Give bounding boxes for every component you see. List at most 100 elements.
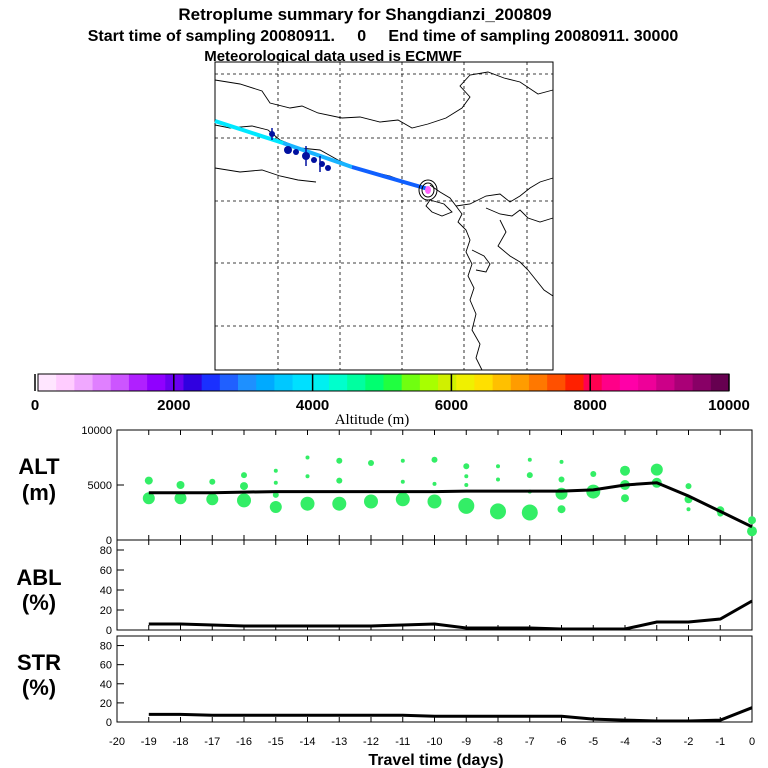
colorbar-swatch [456,374,475,391]
altitude-dot [336,457,343,464]
colorbar-swatch [656,374,675,391]
colorbar-swatch [365,374,384,391]
altitude-dot [368,460,374,466]
trajectory-segment-mid [282,141,353,169]
y-tick-label: 40 [100,679,112,691]
met-data-line: Meteorological data used is ECMWF [204,48,462,65]
colorbar-swatch [74,374,93,391]
x-axis-title: Travel time (days) [368,752,503,768]
altitude-dot [209,478,216,485]
colorbar-tick-label: 10000 [708,397,750,414]
colorbar-swatch [438,374,457,391]
altitude-dot [686,507,691,512]
abl-panel: 80 60 40 20 0 [100,539,753,637]
altitude-dot [464,474,469,479]
colorbar-swatch [38,374,57,391]
colorbar-swatch [238,374,257,391]
x-tick-label: -19 [141,736,157,748]
x-tick-label: -14 [300,736,316,748]
altitude-colorbar [37,373,730,392]
x-tick-label: 0 [749,736,755,748]
altitude-dot [526,472,533,479]
colorbar-swatch [256,374,275,391]
x-tick-label: -15 [268,736,284,748]
trajectory-cluster-markers [269,128,331,172]
altitude-dot [650,463,663,476]
x-tick-label: -16 [236,736,252,748]
sampling-time-line: Start time of sampling 20080911. 0 End t… [88,28,679,45]
altitude-dot [269,501,282,513]
trajectory-segment-recent [351,165,429,191]
x-tick-label: -10 [427,736,443,748]
x-tick-label: -11 [395,736,410,748]
x-tick-label: -9 [461,736,471,748]
mean-altitude-line [148,481,753,529]
str-panel-label: STR [17,650,61,675]
altitude-dot [336,477,343,484]
altitude-dot [273,468,278,473]
colorbar-swatch [92,374,112,391]
x-tick-label: -13 [331,736,347,748]
alt-panel-label: ALT [18,454,60,479]
altitude-dot [458,497,475,514]
colorbar-swatch [419,374,439,391]
colorbar-swatch [638,374,657,391]
y-tick-label: 10000 [81,425,112,437]
altitude-dot [400,458,405,463]
colorbar-swatch [328,374,348,391]
altitude-dot [496,464,500,469]
altitude-dot [432,481,437,486]
altitude-dot [240,482,248,491]
y-tick-label: 80 [100,545,112,557]
travel-time-axis: -20 -19 -18 -17 -16 -15 -14 -13 -12 -11 -10 -9 -8 -7-… [109,736,755,748]
x-tick-label: -2 [684,736,694,748]
altitude-dot [431,456,438,463]
colorbar-swatch [110,374,130,391]
alt-panel: 10000 5000 0 [81,425,757,547]
colorbar-swatch [56,374,75,391]
altitude-dot [144,476,153,485]
str-panel-unit: (%) [22,675,56,700]
colorbar-swatch [274,374,293,391]
colorbar-swatch [565,374,584,391]
y-tick-label: 40 [100,585,112,597]
x-tick-label: -20 [109,736,125,748]
colorbar-tick-label: 2000 [157,397,190,414]
colorbar-swatch [147,374,166,391]
altitude-dot [174,492,187,505]
altitude-dot [142,492,155,505]
altitude-dot [490,503,506,520]
abl-panel-unit: (%) [22,590,56,615]
y-tick-label: 80 [100,641,112,653]
colorbar-swatch [383,374,403,391]
x-tick-label: -12 [363,736,379,748]
altitude-dot [305,455,310,460]
altitude-dot [496,477,500,482]
x-tick-label: -3 [652,736,662,748]
altitude-dot [300,496,315,511]
altitude-dot [590,471,597,477]
colorbar-swatch [201,374,221,391]
map-frame [214,61,554,371]
altitude-dot [586,484,601,499]
trajectory-map [214,61,554,371]
colorbar-swatch [347,374,366,391]
x-tick-label: -17 [204,736,220,748]
x-tick-label: -8 [493,736,503,748]
colorbar-swatch [710,374,730,391]
colorbar-tick-label: 6000 [435,397,468,414]
str-fraction-line [148,706,753,723]
altitude-dot [621,494,629,503]
x-tick-label: -5 [588,736,598,748]
y-tick-label: 20 [100,605,112,617]
x-tick-label: -7 [525,736,535,748]
altitude-dot [558,476,565,483]
altitude-dot [176,481,185,489]
altitude-dot [332,496,347,511]
abl-fraction-line [148,599,753,631]
altitude-dot [237,493,251,508]
altitude-dot [685,483,692,490]
y-tick-label: 60 [100,565,112,577]
colorbar-tick-label: 4000 [296,397,329,414]
